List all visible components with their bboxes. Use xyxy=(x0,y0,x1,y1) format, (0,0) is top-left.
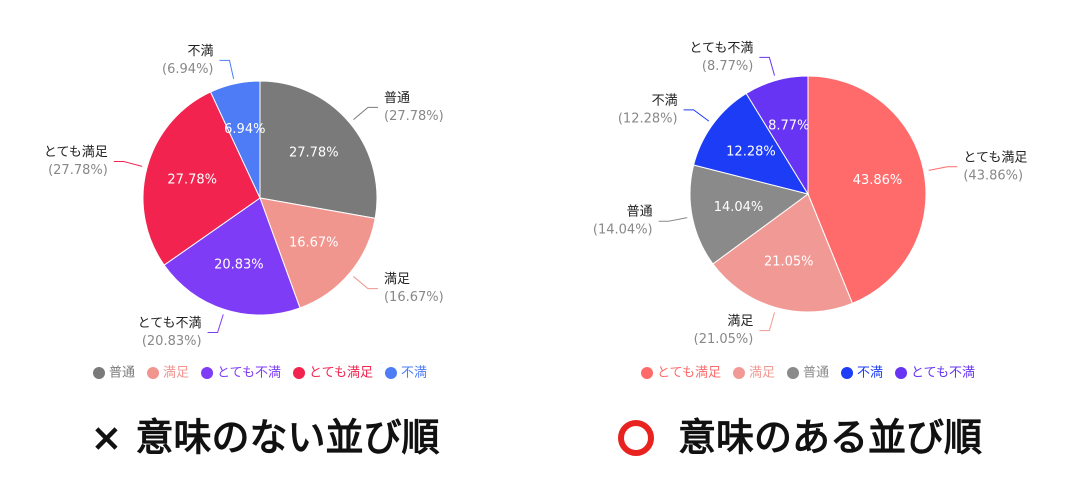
pie-slice xyxy=(807,75,927,304)
legend-swatch xyxy=(841,367,854,379)
slice-label: 12.28% xyxy=(726,145,776,160)
leader-line xyxy=(658,217,688,222)
slice-label: 16.67% xyxy=(289,236,339,251)
leader-line xyxy=(353,106,379,120)
pie-slice xyxy=(745,75,809,196)
legend-swatch xyxy=(732,367,745,379)
outer-label: 普通 xyxy=(384,91,410,106)
legend-label: とても不満 xyxy=(217,366,281,381)
legend-label: 普通 xyxy=(803,366,829,381)
outer-label: 不満 xyxy=(652,93,678,108)
legend-swatch xyxy=(93,367,106,379)
legend-label: 不満 xyxy=(401,366,427,381)
outer-label: 満足 xyxy=(727,314,753,329)
legend-label: とても満足 xyxy=(657,366,721,381)
circle-mark xyxy=(618,420,654,456)
outer-label: とても不満 xyxy=(138,316,202,331)
legend-swatch xyxy=(147,367,160,379)
outer-value-label: (12.28%) xyxy=(618,111,678,126)
legend-label: 不満 xyxy=(857,366,883,381)
pie-slice xyxy=(163,197,301,316)
outer-value-label: (21.05%) xyxy=(694,332,754,347)
pie-slice xyxy=(259,80,378,219)
pie-slice xyxy=(712,193,854,313)
outer-value-label: (27.78%) xyxy=(384,109,444,124)
outer-label: 普通 xyxy=(627,205,653,220)
pie-slice xyxy=(693,92,810,195)
outer-value-label: (27.78%) xyxy=(48,163,108,178)
outer-label: 不満 xyxy=(187,44,213,59)
legend-label: 満足 xyxy=(749,366,775,381)
caption: 意味のある並び順 xyxy=(678,416,982,460)
outer-value-label: (8.77%) xyxy=(702,59,753,74)
legend-swatch xyxy=(641,367,654,379)
leader-line xyxy=(928,166,958,171)
slice-label: 27.78% xyxy=(167,172,217,187)
leader-line xyxy=(759,312,776,332)
leader-line xyxy=(353,276,378,290)
slice-label: 6.94% xyxy=(224,122,265,137)
outer-value-label: (43.86%) xyxy=(963,168,1023,183)
outer-value-label: (20.83%) xyxy=(142,334,202,349)
outer-value-label: (14.04%) xyxy=(593,223,653,238)
outer-label: とても満足 xyxy=(963,150,1027,165)
outer-label: とても不満 xyxy=(689,41,753,56)
slice-label: 20.83% xyxy=(214,257,264,272)
legend-swatch xyxy=(786,367,799,379)
legend: 普通 満足 とても不満 とても満足 不満 xyxy=(93,366,427,381)
pie-slice xyxy=(689,164,810,265)
legend-label: 普通 xyxy=(109,366,135,381)
slice-label: 27.78% xyxy=(289,145,339,160)
caption: × 意味のない並び順 xyxy=(90,416,439,460)
leader-line xyxy=(683,109,710,122)
slice-label: 14.04% xyxy=(714,200,764,215)
legend-label: とても不満 xyxy=(911,366,975,381)
legend-swatch xyxy=(201,367,214,379)
legend: とても満足 満足 普通 不満 とても不満 xyxy=(641,366,975,381)
slice-label: 8.77% xyxy=(768,118,809,133)
legend-label: 満足 xyxy=(163,366,189,381)
leader-line xyxy=(113,160,143,167)
legend-swatch xyxy=(384,367,397,379)
legend-swatch xyxy=(293,367,306,379)
outer-label: とても満足 xyxy=(44,145,108,160)
slice-label: 43.86% xyxy=(853,173,903,188)
outer-value-label: (16.67%) xyxy=(384,290,444,305)
leader-line xyxy=(759,56,776,76)
legend-swatch xyxy=(895,367,908,379)
outer-label: 満足 xyxy=(384,272,410,287)
leader-line xyxy=(207,314,224,333)
pie-slice xyxy=(209,80,261,199)
pie-slice xyxy=(259,197,376,309)
outer-value-label: (6.94%) xyxy=(162,62,213,77)
leader-line xyxy=(219,59,235,79)
legend-label: とても満足 xyxy=(309,366,373,381)
slice-label: 21.05% xyxy=(764,255,814,270)
